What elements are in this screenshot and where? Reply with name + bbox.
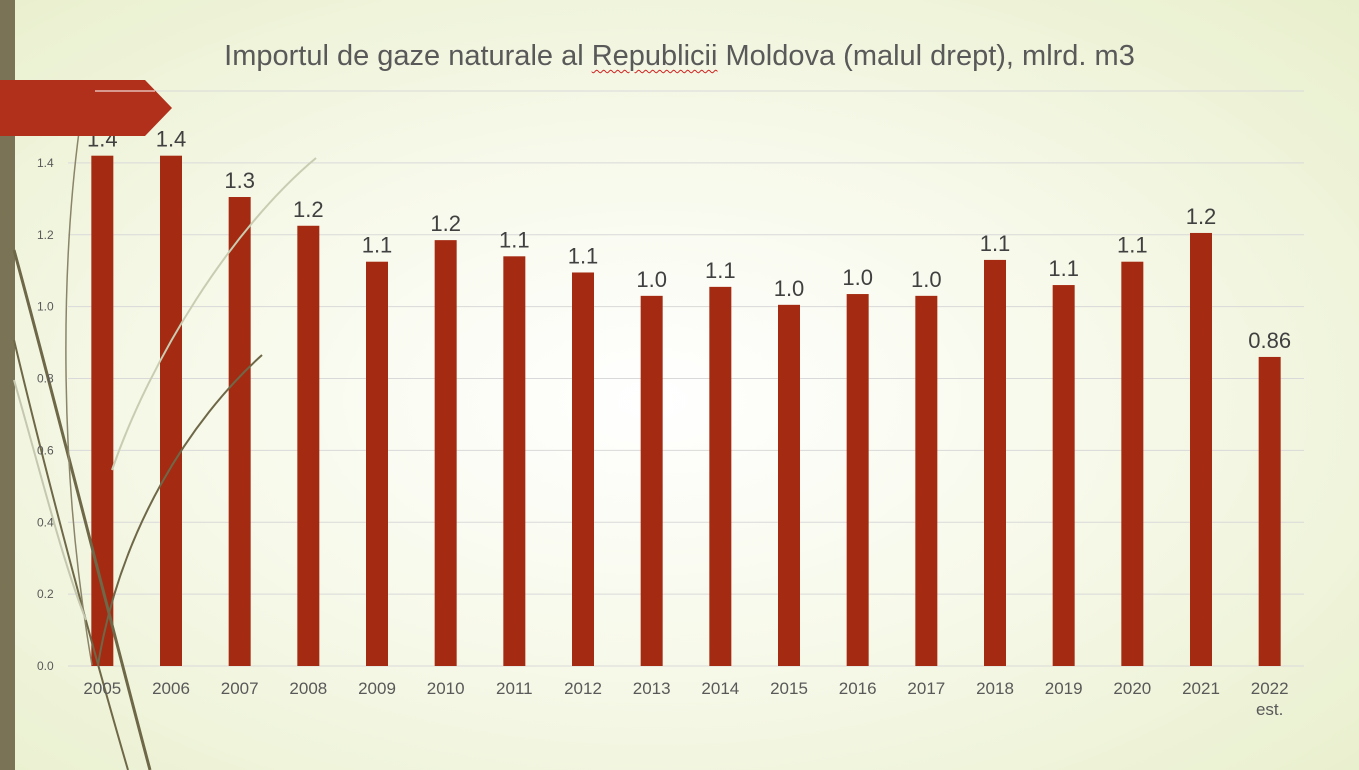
- y-axis-labels: 0.00.20.40.60.81.01.21.41.6: [37, 84, 54, 673]
- x-tick-label: 2010: [427, 679, 465, 698]
- x-tick-label: 2015: [770, 679, 808, 698]
- y-tick-label: 1.0: [37, 300, 54, 314]
- title-part-1: Importul de gaze naturale al: [224, 40, 592, 72]
- chart-title: Importul de gaze naturale al Republicii …: [0, 40, 1359, 73]
- data-label: 1.2: [430, 211, 461, 236]
- bar: [1121, 261, 1144, 666]
- bar: [434, 240, 457, 666]
- data-label: 1.2: [1186, 204, 1217, 229]
- data-label: 1.4: [156, 127, 187, 152]
- x-tick-label: 2016: [839, 679, 877, 698]
- y-tick-label: 0.6: [37, 443, 54, 457]
- decor-swooshes: [12, 109, 317, 770]
- decor-curve: [13, 379, 87, 621]
- bar: [984, 259, 1006, 666]
- decor-curve: [12, 249, 152, 770]
- decor-curve: [65, 109, 93, 666]
- bar: [1258, 356, 1281, 666]
- bar: [228, 197, 251, 666]
- decor-curve: [13, 339, 129, 770]
- y-tick-label: 0.8: [37, 372, 54, 386]
- data-label: 1.1: [499, 227, 530, 252]
- data-label: 1.2: [293, 197, 324, 222]
- y-tick-label: 0.2: [37, 587, 54, 601]
- x-tick-label: 2013: [633, 679, 671, 698]
- x-tick-label: 2014: [701, 679, 739, 698]
- data-labels: 1.4 1.41.31.21.11.21.11.11.0 1.11.0 1.0 1.01…: [87, 127, 1291, 353]
- gridlines: [68, 90, 1304, 667]
- data-label: 0.86: [1248, 328, 1291, 353]
- left-decor-strip: [0, 0, 15, 770]
- bar: [709, 286, 732, 666]
- x-tick-label: 2020: [1113, 679, 1151, 698]
- data-label: 1.0: [842, 265, 873, 290]
- x-tick-label: 2006: [152, 679, 190, 698]
- data-label: 1.0: [774, 276, 805, 301]
- x-tick-label: 2008: [289, 679, 327, 698]
- x-tick-label: 2018: [976, 679, 1014, 698]
- x-tick-label: 2011: [496, 679, 533, 698]
- bar: [778, 304, 800, 666]
- x-tick-label: 2007: [221, 679, 259, 698]
- x-tick-label: 2021: [1182, 679, 1220, 698]
- bar: [503, 256, 526, 666]
- data-label: 1.1: [980, 231, 1011, 256]
- x-tick-label: 2012: [564, 679, 602, 698]
- x-tick-label: 2019: [1045, 679, 1083, 698]
- accent-arrow-icon: [0, 80, 172, 136]
- data-label: 1.1: [362, 233, 393, 258]
- data-label: 1.0: [636, 267, 667, 292]
- data-label: 1.1: [568, 243, 599, 268]
- bar: [297, 225, 320, 666]
- decor-curve: [97, 354, 263, 666]
- x-tick-label: 2005: [83, 679, 121, 698]
- bar: [572, 272, 594, 666]
- x-tick-label: 2017: [907, 679, 945, 698]
- y-tick-label: 1.4: [37, 156, 54, 170]
- data-label: 1.1: [1117, 233, 1148, 258]
- decor-curve: [111, 157, 317, 471]
- bar: [846, 294, 869, 666]
- x-axis-labels: 2005 2006 2007 2008 2009 2010 2011 2012 2013 2014…: [83, 679, 1288, 719]
- bars: [91, 155, 1281, 666]
- y-tick-label: 0.0: [37, 659, 54, 673]
- bar: [1190, 232, 1212, 666]
- x-tick-label: 2022 est.: [1251, 679, 1289, 719]
- y-tick-label: 0.4: [37, 515, 54, 529]
- bar: [1052, 285, 1075, 666]
- bar: [160, 155, 182, 666]
- title-part-3: Moldova (malul drept), mlrd. m3: [717, 40, 1135, 72]
- bar: [915, 295, 938, 666]
- data-label: 1.1: [705, 258, 736, 283]
- data-label: 1.1: [1048, 256, 1079, 281]
- x-tick-label: 2009: [358, 679, 396, 698]
- y-tick-label: 1.2: [37, 228, 54, 242]
- data-label: 1.0: [911, 267, 942, 292]
- data-label: 1.3: [224, 168, 255, 193]
- title-part-2: Republicii: [591, 40, 718, 72]
- bar: [91, 155, 114, 666]
- bar: [366, 261, 388, 666]
- bar: [640, 295, 663, 666]
